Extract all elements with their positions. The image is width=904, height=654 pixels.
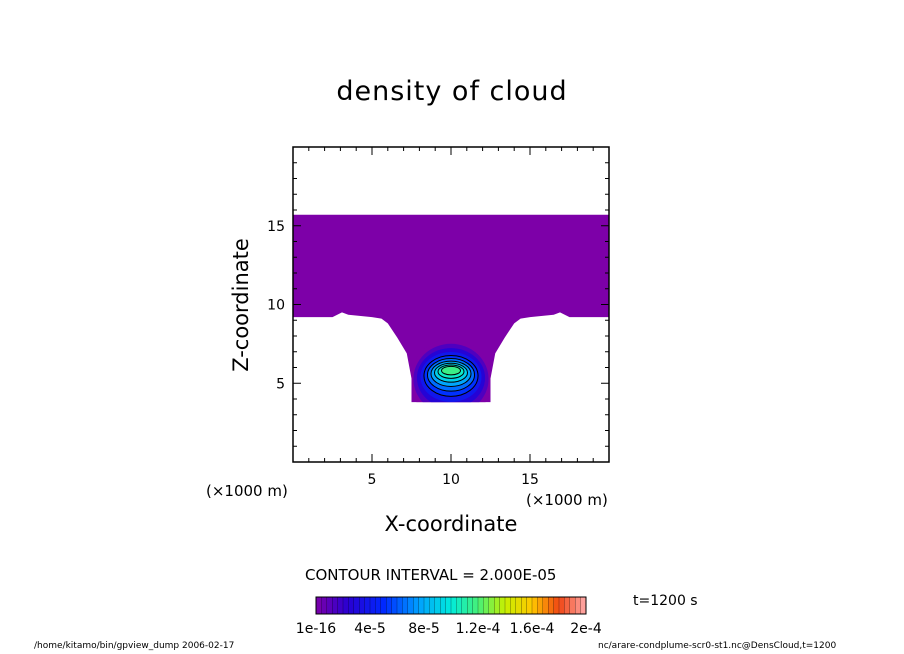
colorbar-cell	[569, 596, 576, 615]
colorbar-cell	[472, 596, 479, 615]
colorbar-cell	[558, 596, 565, 615]
colorbar-cell	[537, 596, 544, 615]
colorbar-cell	[499, 596, 506, 615]
colorbar-cell	[418, 596, 425, 615]
y-tick-label: 10	[267, 298, 285, 314]
colorbar-cell	[348, 596, 355, 615]
colorbar-cell	[553, 596, 560, 615]
colorbar-cell	[407, 596, 414, 615]
colorbar-cell	[423, 596, 430, 615]
colorbar-cell	[450, 596, 457, 615]
colorbar-cell	[504, 596, 511, 615]
colorbar-label: 1.6e-4	[510, 621, 555, 637]
colorbar-cell	[440, 596, 447, 615]
colorbar-cell	[337, 596, 344, 615]
colorbar-cell	[510, 596, 517, 615]
colorbar-cell	[342, 596, 349, 615]
colorbar-label: 1.2e-4	[456, 621, 501, 637]
colorbar-cell	[359, 596, 366, 615]
y-tick-label: 15	[267, 219, 285, 235]
x-tick-label: 10	[442, 472, 460, 488]
colorbar-label: 4e-5	[354, 621, 385, 637]
contour-line	[423, 354, 479, 397]
colorbar-cell	[445, 596, 452, 615]
colorbar-cell	[321, 596, 328, 615]
cloud-layer	[293, 214, 609, 403]
y-axis-label: Z-coordinate	[229, 238, 253, 372]
colorbar-cell	[564, 596, 571, 615]
colorbar-label: 8e-5	[408, 621, 439, 637]
colorbar-cell	[375, 596, 382, 615]
contour-line	[433, 362, 469, 383]
contour-lines	[423, 354, 479, 397]
time-label: t=1200 s	[633, 593, 698, 609]
x-tick-label: 5	[368, 472, 377, 488]
colorbar-cell	[326, 596, 333, 615]
colorbar-cell	[396, 596, 403, 615]
contour-fill-level	[441, 366, 461, 375]
colorbar-cell	[413, 596, 420, 615]
colorbar-cell	[456, 596, 463, 615]
colorbar-label: 1e-16	[296, 621, 336, 637]
colorbar-cell	[526, 596, 533, 615]
colorbar-cell	[494, 596, 501, 615]
colorbar-cell	[402, 596, 409, 615]
colorbar-cell	[542, 596, 549, 615]
colorbar-cell	[467, 596, 474, 615]
colorbar-cell	[483, 596, 490, 615]
colorbar-cell	[364, 596, 371, 615]
colorbar-cell	[488, 596, 495, 615]
z-unit-label: (×1000 m)	[206, 482, 288, 500]
colorbar-cell	[521, 596, 528, 615]
colorbar: 1e-16 4e-5 8e-5 1.2e-4 1.6e-4 2e-4	[296, 596, 602, 637]
colorbar-cell	[429, 596, 436, 615]
contour-line	[430, 360, 472, 387]
colorbar-cell	[531, 596, 538, 615]
colorbar-cell	[434, 596, 441, 615]
colorbar-cell	[353, 596, 360, 615]
colorbar-cell	[515, 596, 522, 615]
colorbar-frame	[315, 596, 587, 615]
colorbar-cell	[461, 596, 468, 615]
density-field	[293, 214, 609, 403]
chart-title: density of cloud	[336, 76, 568, 107]
contour-line	[441, 365, 461, 376]
x-tick-label: 15	[521, 472, 539, 488]
y-tick-label: 5	[276, 376, 285, 392]
colorbar-cell	[386, 596, 393, 615]
colorbar-cell	[575, 596, 582, 615]
footer-left-text: /home/kitamo/bin/gpview_dump 2006-02-17	[34, 641, 235, 651]
contour-interval-label: CONTOUR INTERVAL = 2.000E-05	[305, 566, 557, 584]
contour-line	[426, 357, 476, 392]
x-unit-label: (×1000 m)	[526, 491, 608, 509]
colorbar-cell	[580, 596, 587, 615]
colorbar-cell	[332, 596, 339, 615]
colorbar-cell	[477, 596, 484, 615]
x-axis-label: X-coordinate	[384, 512, 518, 536]
axis-ticks: 5 10 15 5 10 15	[267, 147, 609, 488]
contour-line	[437, 364, 465, 379]
colorbar-cell	[315, 596, 322, 615]
colorbar-cell	[548, 596, 555, 615]
colorbar-cell	[380, 596, 387, 615]
colorbar-label: 2e-4	[570, 621, 602, 637]
footer-right-text: nc/arare-condplume-scr0-st1.nc@DensCloud…	[598, 641, 837, 651]
colorbar-cell	[369, 596, 376, 615]
colorbar-cell	[391, 596, 398, 615]
